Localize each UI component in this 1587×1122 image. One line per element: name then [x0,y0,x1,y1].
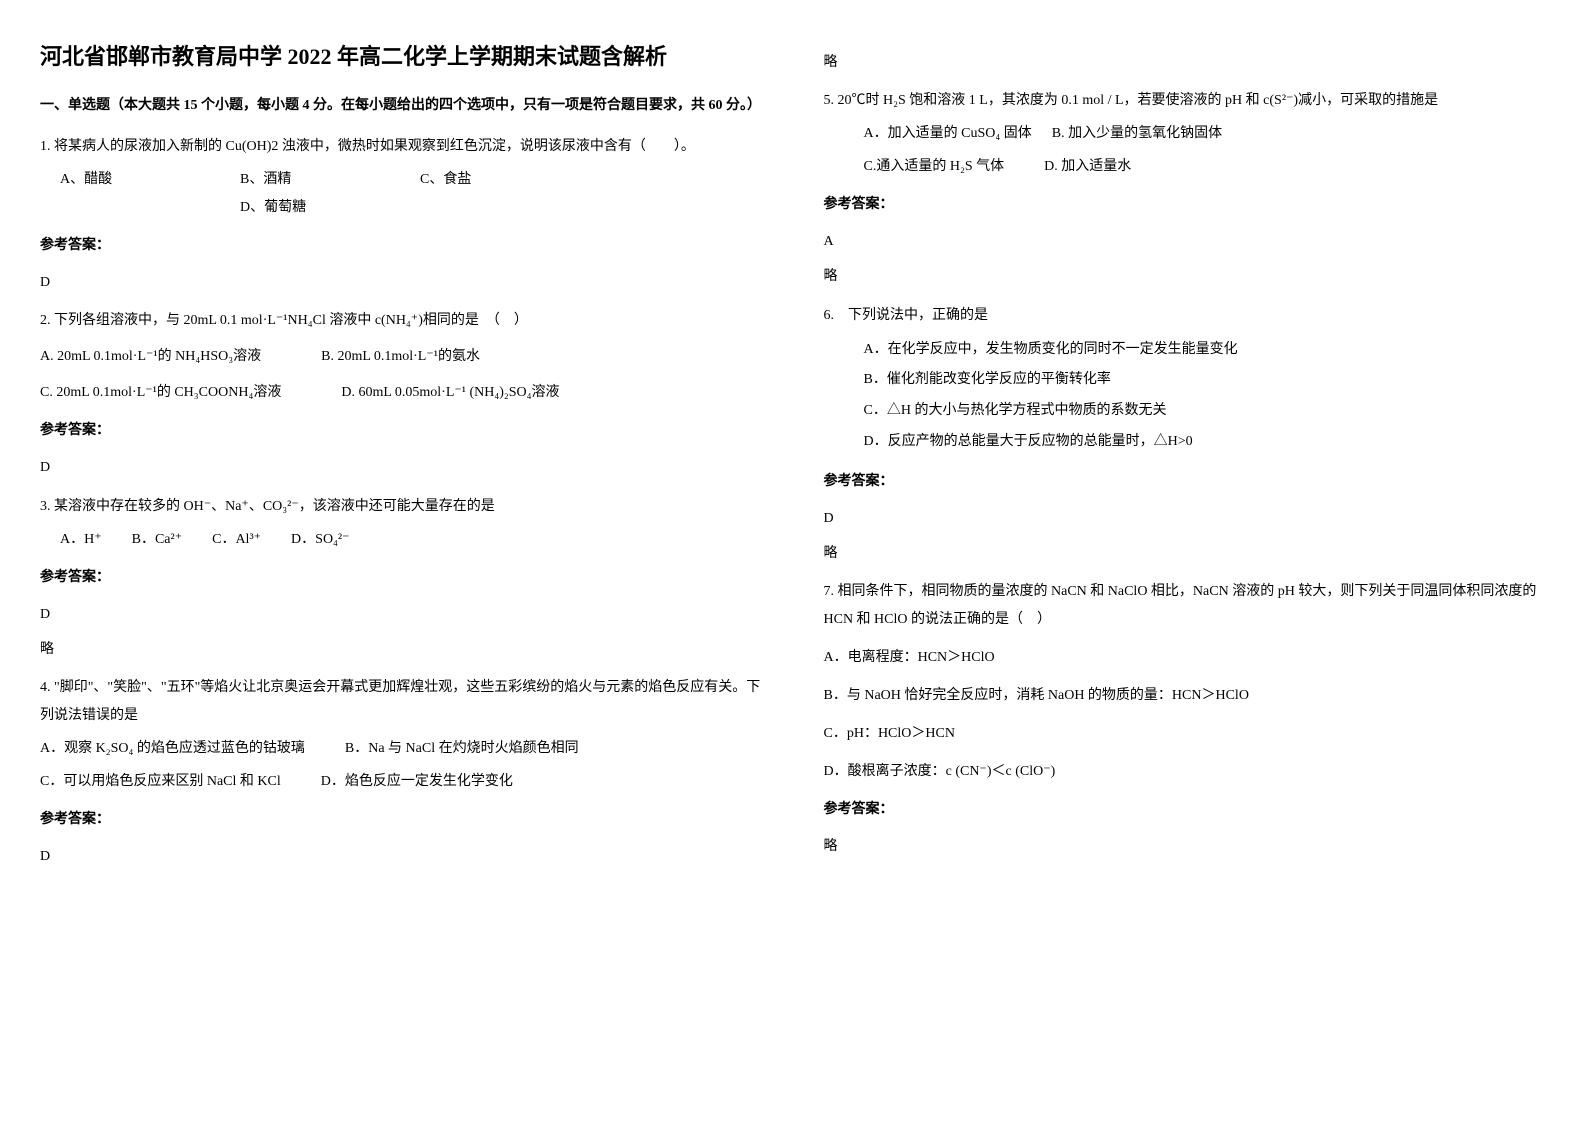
q7-ans-label: 参考答案： [824,796,1548,824]
q6-options: A．在化学反应中，发生物质变化的同时不一定发生能量变化 B．催化剂能改变化学反应… [824,335,1548,458]
q6-optB: B．催化剂能改变化学反应的平衡转化率 [864,365,1548,396]
q7-options: A．电离程度：HCN＞HClO B．与 NaOH 恰好完全反应时，消耗 NaOH… [824,644,1548,786]
q1-ans-label: 参考答案： [40,232,764,260]
exam-document: 河北省邯郸市教育局中学 2022 年高二化学上学期期末试题含解析 一、单选题（本… [40,40,1547,869]
right-column: 略 5. 20℃时 H₂S 饱和溶液 1 L，其浓度为 0.1 mol / L，… [824,40,1548,869]
q7-optA: A．电离程度：HCN＞HClO [824,644,1548,672]
q1-options: A、醋酸 B、酒精 C、食盐 D、葡萄糖 [40,166,764,222]
question-4: 4. "脚印"、"笑脸"、"五环"等焰火让北京奥运会开幕式更加辉煌壮观，这些五彩… [40,674,764,869]
q6-text: 6. 下列说法中，正确的是 [824,302,1548,330]
q5-text: 5. 20℃时 H₂S 饱和溶液 1 L，其浓度为 0.1 mol / L，若要… [824,87,1548,115]
q3-note: 略 [40,637,764,662]
q4-optC: C．可以用焰色反应来区别 NaCl 和 KCl [40,768,281,796]
q1-text: 1. 将某病人的尿液加入新制的 Cu(OH)2 浊液中，微热时如果观察到红色沉淀… [40,133,764,161]
q5-note: 略 [824,264,1548,289]
question-1: 1. 将某病人的尿液加入新制的 Cu(OH)2 浊液中，微热时如果观察到红色沉淀… [40,133,764,295]
q3-ans-label: 参考答案： [40,564,764,592]
q6-optD: D．反应产物的总能量大于反应物的总能量时，△H>0 [864,427,1548,458]
q5-optB: B. 加入少量的氢氧化钠固体 [1052,120,1222,148]
q5-optC: C.通入适量的 H₂S 气体 [864,153,1005,181]
q4-note: 略 [824,50,1548,75]
q2-text: 2. 下列各组溶液中，与 20mL 0.1 mol·L⁻¹NH₄Cl 溶液中 c… [40,307,764,335]
q3-optC: C．Al³⁺ [212,526,261,554]
q5-optA: A．加入适量的 CuSO₄ 固体 [864,120,1032,148]
q6-ans: D [824,506,1548,531]
q4-ans: D [40,844,764,869]
q2-ans-label: 参考答案： [40,417,764,445]
q5-optD: D. 加入适量水 [1044,153,1131,181]
section-heading: 一、单选题（本大题共 15 个小题，每小题 4 分。在每小题给出的四个选项中，只… [40,93,764,118]
q4-optB: B．Na 与 NaCl 在灼烧时火焰颜色相同 [345,735,579,763]
q1-ans: D [40,270,764,295]
question-3: 3. 某溶液中存在较多的 OH⁻、Na⁺、CO₃²⁻，该溶液中还可能大量存在的是… [40,493,764,662]
q2-optA: A. 20mL 0.1mol·L⁻¹的 NH₄HSO₃溶液 [40,343,261,371]
q1-optD: D、葡萄糖 [240,200,306,215]
q7-optD: D．酸根离子浓度：c (CN⁻)＜c (ClO⁻) [824,758,1548,786]
q4-options: A．观察 K₂SO₄ 的焰色应透过蓝色的钴玻璃 B．Na 与 NaCl 在灼烧时… [40,735,764,796]
q3-text: 3. 某溶液中存在较多的 OH⁻、Na⁺、CO₃²⁻，该溶液中还可能大量存在的是 [40,493,764,521]
q5-options: A．加入适量的 CuSO₄ 固体 B. 加入少量的氢氧化钠固体 C.通入适量的 … [824,120,1548,181]
q4-ans-label: 参考答案： [40,806,764,834]
q4-text: 4. "脚印"、"笑脸"、"五环"等焰火让北京奥运会开幕式更加辉煌壮观，这些五彩… [40,674,764,730]
q2-optD: D. 60mL 0.05mol·L⁻¹ (NH₄)₂SO₄溶液 [341,379,559,407]
q6-optA: A．在化学反应中，发生物质变化的同时不一定发生能量变化 [864,335,1548,366]
q3-ans: D [40,602,764,627]
q2-optC: C. 20mL 0.1mol·L⁻¹的 CH₃COONH₄溶液 [40,379,281,407]
q6-optC: C．△H 的大小与热化学方程式中物质的系数无关 [864,396,1548,427]
q2-optB: B. 20mL 0.1mol·L⁻¹的氨水 [321,343,480,371]
q4-optA: A．观察 K₂SO₄ 的焰色应透过蓝色的钴玻璃 [40,735,305,763]
q4-optD: D．焰色反应一定发生化学变化 [321,768,513,796]
q3-optB: B．Ca²⁺ [132,526,182,554]
q1-optC: C、食盐 [420,166,471,194]
page-title: 河北省邯郸市教育局中学 2022 年高二化学上学期期末试题含解析 [40,40,764,73]
q3-options: A．H⁺ B．Ca²⁺ C．Al³⁺ D．SO₄²⁻ [60,526,764,554]
question-5: 5. 20℃时 H₂S 饱和溶液 1 L，其浓度为 0.1 mol / L，若要… [824,87,1548,289]
q7-note: 略 [824,834,1548,859]
q7-optC: C．pH：HClO＞HCN [824,720,1548,748]
left-column: 河北省邯郸市教育局中学 2022 年高二化学上学期期末试题含解析 一、单选题（本… [40,40,764,869]
q1-optB: B、酒精 [240,166,420,194]
q2-ans: D [40,455,764,480]
q3-optA: A．H⁺ [60,526,102,554]
q6-ans-label: 参考答案： [824,468,1548,496]
question-6: 6. 下列说法中，正确的是 A．在化学反应中，发生物质变化的同时不一定发生能量变… [824,302,1548,567]
q1-optA: A、醋酸 [60,166,240,194]
question-2: 2. 下列各组溶液中，与 20mL 0.1 mol·L⁻¹NH₄Cl 溶液中 c… [40,307,764,480]
q5-ans: A [824,229,1548,254]
question-7: 7. 相同条件下，相同物质的量浓度的 NaCN 和 NaClO 相比，NaCN … [824,578,1548,859]
q6-note: 略 [824,541,1548,566]
q2-options: A. 20mL 0.1mol·L⁻¹的 NH₄HSO₃溶液 B. 20mL 0.… [40,343,764,407]
q7-optB: B．与 NaOH 恰好完全反应时，消耗 NaOH 的物质的量：HCN＞HClO [824,682,1548,710]
q7-text: 7. 相同条件下，相同物质的量浓度的 NaCN 和 NaClO 相比，NaCN … [824,578,1548,634]
q3-optD: D．SO₄²⁻ [291,526,349,554]
q5-ans-label: 参考答案： [824,191,1548,219]
